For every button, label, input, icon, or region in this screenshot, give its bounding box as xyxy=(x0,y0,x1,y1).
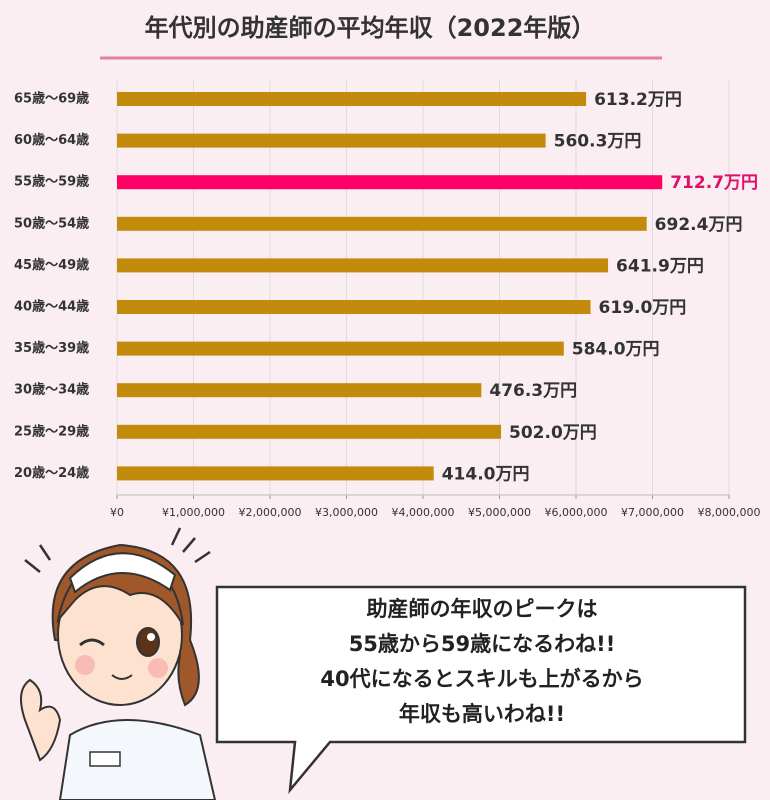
x-tick-label: ¥8,000,000 xyxy=(698,506,761,519)
girl-illustration xyxy=(20,527,217,800)
y-tick-label: 30歳〜34歳 xyxy=(14,382,89,398)
chart-title: 年代別の助産師の平均年収（2022年版） xyxy=(145,14,596,42)
value-label: 476.3万円 xyxy=(489,381,577,401)
x-tick-label: ¥3,000,000 xyxy=(315,506,378,519)
callout-text: 40代になるとスキルも上がるから xyxy=(320,667,643,691)
y-tick-label: 55歳〜59歳 xyxy=(14,174,89,190)
y-tick-label: 20歳〜24歳 xyxy=(14,465,89,481)
x-tick-label: ¥6,000,000 xyxy=(545,506,608,519)
y-tick-label: 65歳〜69歳 xyxy=(14,91,89,107)
x-tick-label: ¥4,000,000 xyxy=(392,506,455,519)
value-label: 641.9万円 xyxy=(616,256,704,276)
value-label: 502.0万円 xyxy=(509,423,597,443)
bar xyxy=(117,258,609,273)
callout-text: 助産師の年収のピークは xyxy=(367,597,598,621)
bar xyxy=(117,216,647,231)
bar xyxy=(117,175,663,190)
y-tick-label: 25歳〜29歳 xyxy=(14,423,89,439)
x-tick-label: ¥2,000,000 xyxy=(239,506,302,519)
x-tick-label: ¥1,000,000 xyxy=(162,506,225,519)
y-tick-label: 60歳〜64歳 xyxy=(14,132,89,148)
bar xyxy=(117,383,482,398)
bar xyxy=(117,424,502,439)
y-tick-label: 40歳〜44歳 xyxy=(14,299,89,315)
x-tick-label: ¥5,000,000 xyxy=(468,506,531,519)
bar xyxy=(117,341,564,356)
value-label: 619.0万円 xyxy=(599,298,687,318)
bar xyxy=(117,92,587,106)
y-tick-label: 35歳〜39歳 xyxy=(14,340,89,356)
value-label: 584.0万円 xyxy=(572,340,660,360)
callout-text: 55歳から59歳になるわね!! xyxy=(349,632,616,656)
x-tick-label: ¥7,000,000 xyxy=(621,506,684,519)
bar xyxy=(117,133,546,148)
value-label: 613.2万円 xyxy=(594,90,682,110)
value-label: 414.0万円 xyxy=(442,464,530,484)
x-tick-label: ¥0 xyxy=(110,506,124,519)
y-tick-label: 50歳〜54歳 xyxy=(14,215,89,231)
value-label: 692.4万円 xyxy=(655,215,743,235)
y-tick-label: 45歳〜49歳 xyxy=(14,257,89,273)
value-label: 560.3万円 xyxy=(554,132,642,152)
value-label: 712.7万円 xyxy=(670,173,758,193)
bar xyxy=(117,300,591,314)
speech-bubble xyxy=(215,585,747,794)
bar xyxy=(117,466,434,481)
callout-text: 年収も高いわね!! xyxy=(399,702,565,726)
